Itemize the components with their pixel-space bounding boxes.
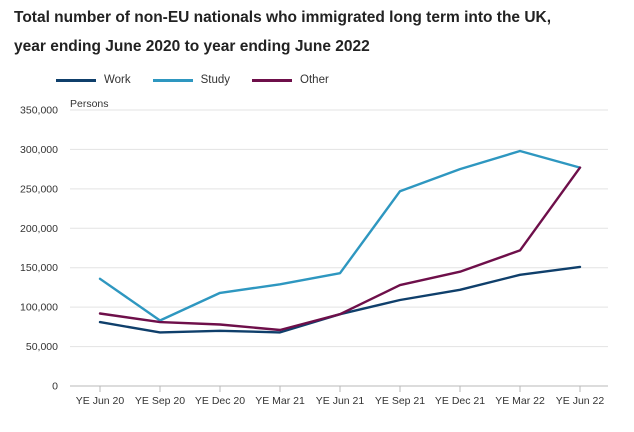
chart-subtitle: year ending June 2020 to year ending Jun… [14,38,370,55]
legend-swatch-study [152,78,193,82]
x-tick-label: YE Mar 21 [255,395,305,407]
x-tick-label: YE Jun 20 [76,395,125,407]
y-tick-label: 350,000 [20,105,58,117]
legend-item-other[interactable]: Other [252,74,329,86]
legend-label-study: Study [200,74,231,86]
x-tick-label: YE Sep 20 [135,395,185,407]
y-tick-label: 150,000 [20,262,58,274]
y-axis-ticks: 0 50,000 100,000 150,000 200,000 250,000 300,0… [20,105,58,393]
x-tick-label: YE Jun 22 [556,395,605,407]
x-tick-label: YE Mar 22 [495,395,545,407]
y-tick-label: 100,000 [20,302,58,314]
y-axis-unit-label: Persons [70,98,109,110]
series-line-study[interactable] [98,149,582,322]
y-tick-label: 250,000 [20,183,58,195]
x-tick-label: YE Dec 20 [195,395,245,407]
series-line-other[interactable] [98,166,582,332]
y-tick-label: 300,000 [20,144,58,156]
y-tick-label: 50,000 [26,341,58,353]
legend-label-work: Work [104,74,131,86]
legend-swatch-other [252,78,293,82]
y-tick-label: 0 [52,381,58,393]
chart-title: Total number of non-EU nationals who imm… [14,9,552,26]
x-tick-label: YE Sep 21 [375,395,425,407]
legend-label-other: Other [300,74,329,86]
x-tick-label: YE Dec 21 [435,395,485,407]
series-lines [98,149,582,334]
x-tick-label: YE Jun 21 [316,395,365,407]
chart-legend: Work Study Other [56,74,351,86]
legend-swatch-work [56,78,96,82]
legend-item-work[interactable]: Work [56,74,131,86]
legend-item-study[interactable]: Study [152,74,231,86]
x-axis: YE Jun 20 YE Sep 20 YE Dec 20 YE Mar 21 YE J… [76,386,605,407]
y-tick-label: 200,000 [20,223,58,235]
gridlines [70,109,608,387]
